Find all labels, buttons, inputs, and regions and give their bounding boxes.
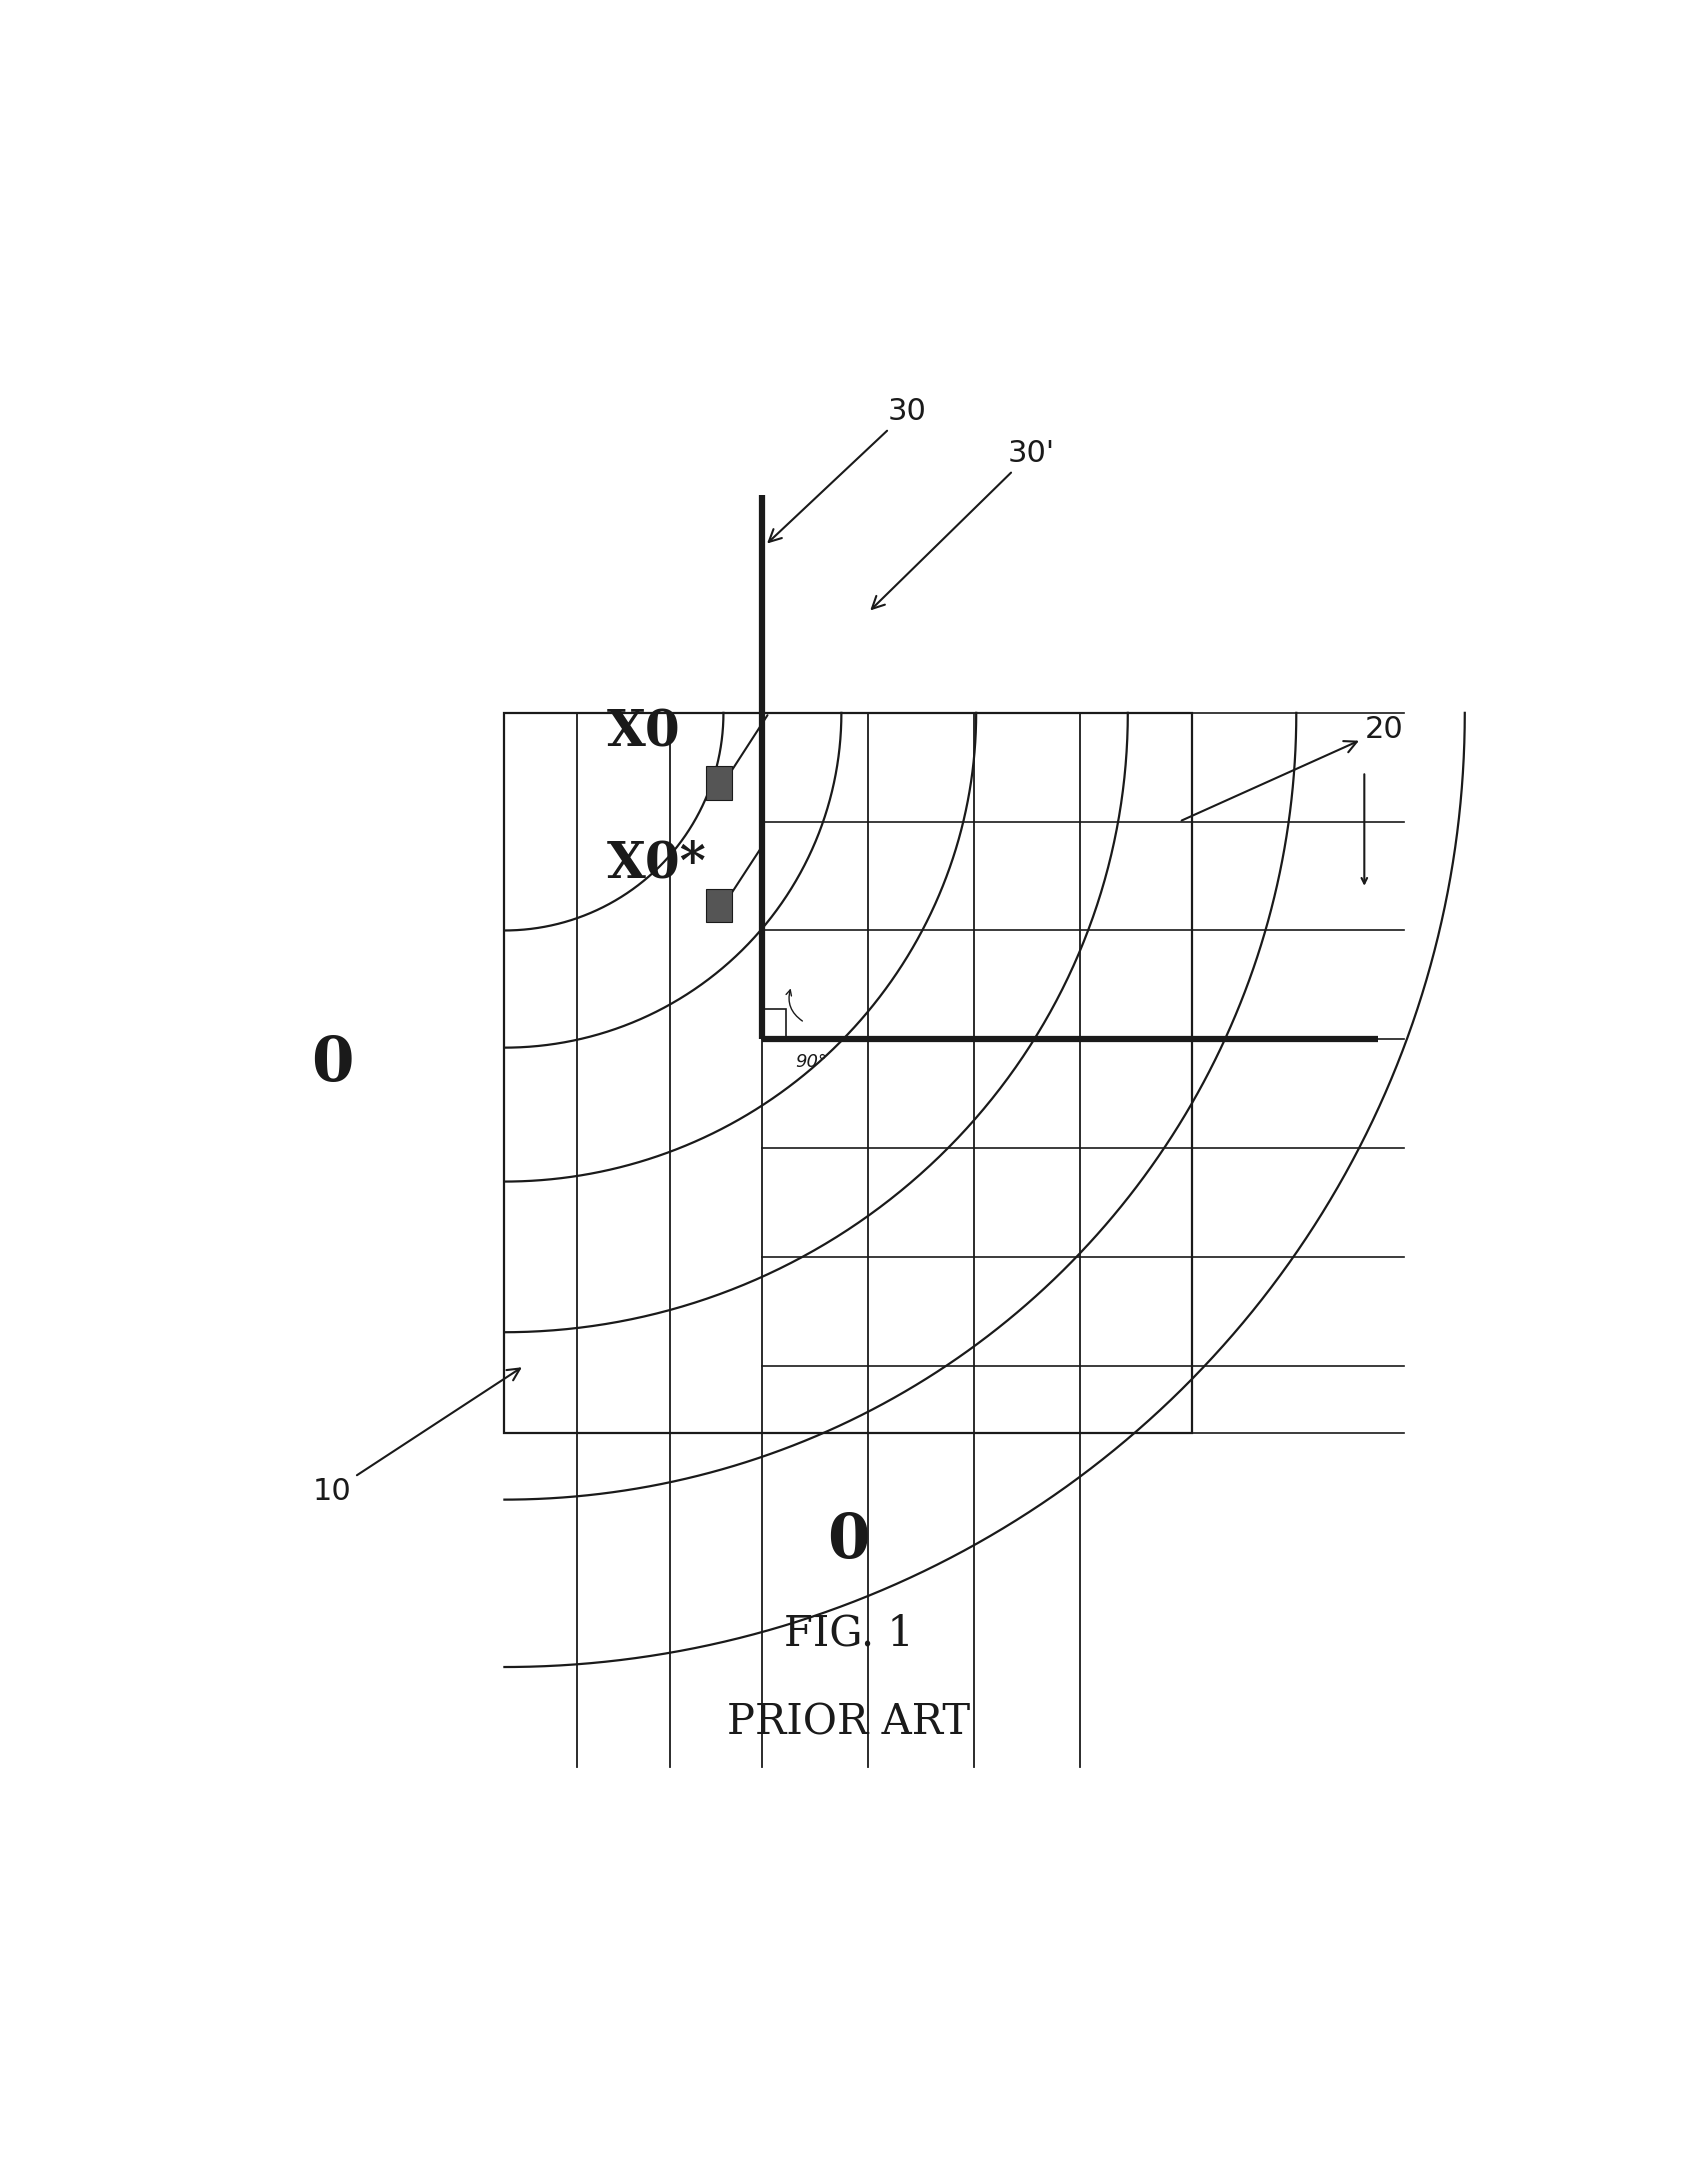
Bar (705, 767, 732, 800)
Text: X0: X0 (606, 709, 679, 757)
Text: 0: 0 (311, 1035, 353, 1094)
Text: PRIOR ART: PRIOR ART (727, 1702, 970, 1744)
Text: 30: 30 (768, 398, 927, 541)
Text: 10: 10 (312, 1367, 521, 1507)
Bar (705, 889, 732, 922)
Text: 0: 0 (828, 1511, 869, 1572)
Text: X0*: X0* (606, 839, 707, 887)
Text: 30': 30' (872, 439, 1055, 609)
Text: FIG. 1: FIG. 1 (784, 1613, 913, 1654)
Text: 90°: 90° (795, 1052, 828, 1070)
Text: 20: 20 (1181, 715, 1403, 820)
Bar (505, 713, 1191, 1433)
